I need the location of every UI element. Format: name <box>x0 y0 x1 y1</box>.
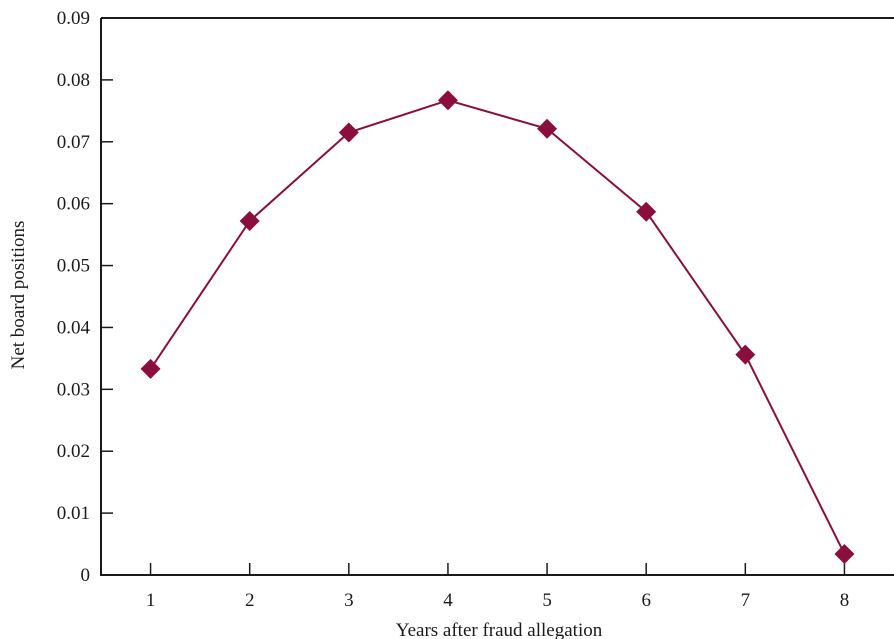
x-tick-label: 8 <box>840 590 850 611</box>
y-tick-label: 0 <box>81 565 91 586</box>
y-tick-label: 0.05 <box>57 256 90 277</box>
y-tick-label: 0.01 <box>57 503 90 524</box>
x-tick-label: 3 <box>344 590 354 611</box>
x-tick-label: 5 <box>542 590 552 611</box>
x-tick-label: 7 <box>741 590 751 611</box>
y-axis-title: Net board positions <box>8 221 29 370</box>
plot-area: 0 0.01 0.02 0.03 0.04 0.05 0.06 0.07 0.08 0.09 1 2… <box>57 8 894 611</box>
data-point-marker <box>537 118 558 139</box>
y-tick-label: 0.04 <box>57 317 91 338</box>
data-point-marker <box>338 122 359 143</box>
data-point-marker <box>735 344 756 365</box>
y-tick-label: 0.08 <box>57 70 90 91</box>
y-tick-label: 0.02 <box>57 441 90 462</box>
y-tick-label: 0.09 <box>57 8 90 29</box>
x-tick-label: 6 <box>641 590 651 611</box>
y-tick-label: 0.07 <box>57 132 90 153</box>
plot-frame <box>100 17 894 576</box>
x-tick-label: 2 <box>245 590 255 611</box>
x-axis: 1 2 3 4 5 6 7 8 <box>146 563 849 611</box>
data-point-marker <box>636 201 657 222</box>
y-tick-label: 0.03 <box>57 379 90 400</box>
series-line <box>149 99 846 555</box>
y-axis: 0 0.01 0.02 0.03 0.04 0.05 0.06 0.07 0.08 0.09 <box>57 8 113 586</box>
data-point-marker <box>140 358 161 379</box>
y-tick-label: 0.06 <box>57 194 90 215</box>
x-tick-label: 4 <box>443 590 453 611</box>
data-point-marker <box>239 210 260 231</box>
series-group <box>140 90 855 564</box>
x-axis-title: Years after fraud allegation <box>396 620 603 639</box>
data-point-marker <box>834 543 855 564</box>
data-point-marker <box>437 90 458 111</box>
x-tick-label: 1 <box>146 590 156 611</box>
